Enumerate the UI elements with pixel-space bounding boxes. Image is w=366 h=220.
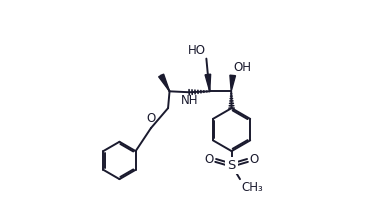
Text: O: O: [146, 112, 156, 125]
Text: HO: HO: [188, 44, 206, 57]
Text: OH: OH: [234, 62, 252, 75]
Text: S: S: [227, 159, 236, 172]
Text: O: O: [249, 153, 259, 166]
Polygon shape: [205, 74, 211, 91]
Polygon shape: [230, 75, 235, 91]
Text: NH: NH: [180, 94, 198, 107]
Text: O: O: [205, 153, 214, 166]
Polygon shape: [159, 74, 169, 91]
Text: CH₃: CH₃: [242, 181, 264, 194]
